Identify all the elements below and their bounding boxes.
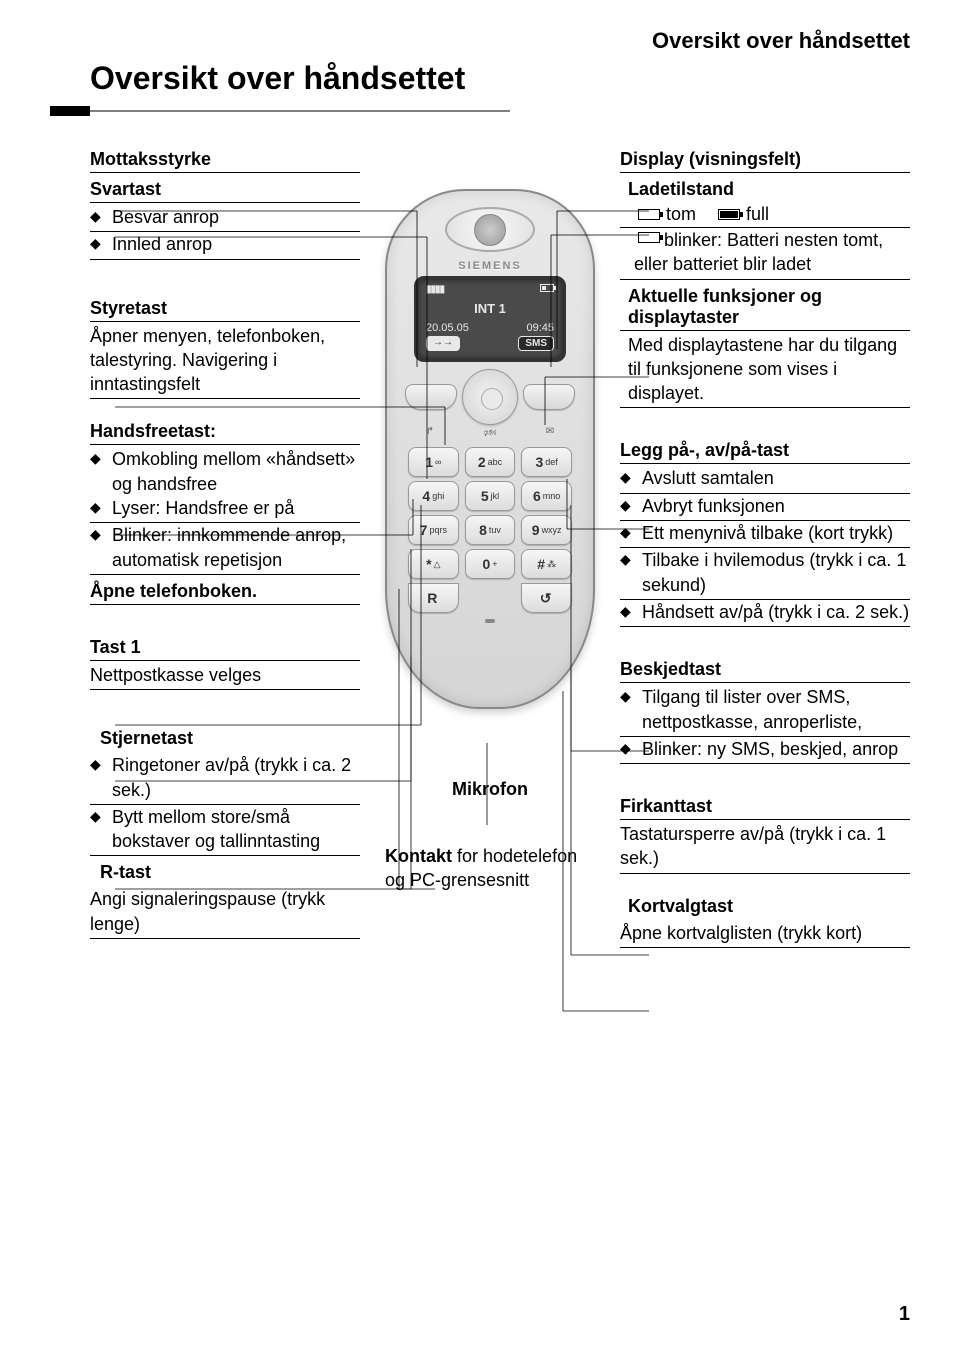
list-item: Håndsett av/på (trykk i ca. 2 sek.): [620, 600, 910, 627]
right-s6-title: Firkanttast: [620, 796, 910, 820]
key-star: *△: [408, 549, 459, 579]
center-column: SIEMENS ▮▮▮▮ INT 1 20.05.05 09:45 →→ SMS: [372, 145, 608, 950]
tom-label: tom: [666, 204, 696, 225]
kontakt-text: Kontakt for hodetelefon og PC-grensesnit…: [385, 844, 595, 893]
left-s3-title: Styretast: [90, 298, 360, 322]
key-redial: ↺: [521, 583, 572, 613]
key-r: R: [408, 583, 459, 613]
left-s3-text: Åpner menyen, telefonboken, talestyring.…: [90, 324, 360, 400]
battery-states: tom full: [620, 204, 910, 228]
key-7: 7pqrs: [408, 515, 459, 545]
screen-date: 20.05.05: [426, 322, 469, 334]
left-column: Mottaksstyrke Svartast Besvar anrop Innl…: [90, 145, 360, 950]
list-item: Bytt mellom store/små bokstaver og talli…: [90, 805, 360, 857]
earpiece-icon: [445, 207, 535, 252]
softkey-right: SMS: [518, 336, 554, 351]
phone-illustration: SIEMENS ▮▮▮▮ INT 1 20.05.05 09:45 →→ SMS: [385, 189, 595, 709]
key-9: 9wxyz: [521, 515, 572, 545]
list-item: Omkobling mellom «håndsett» og handsfree: [90, 447, 360, 496]
battery-empty-icon: [638, 209, 660, 220]
kontakt-title: Kontakt: [385, 846, 452, 866]
key-3: 3def: [521, 447, 572, 477]
left-s8-title: R-tast: [90, 862, 360, 885]
phone-screen: ▮▮▮▮ INT 1 20.05.05 09:45 →→ SMS: [414, 276, 566, 362]
dpad-icon: [462, 369, 518, 425]
nav-foot: ↱ 🕬 ✉: [405, 426, 575, 443]
list-item: Ett menynivå tilbake (kort trykk): [620, 521, 910, 548]
list-item: Blinker: innkommende anrop, automatisk r…: [90, 523, 360, 575]
left-s4-bullets: Omkobling mellom «håndsett» og handsfree…: [90, 447, 360, 574]
list-item: Ringetoner av/på (trykk i ca. 2 sek.): [90, 753, 360, 805]
left-s6-text: Nettpostkasse velges: [90, 663, 360, 690]
right-s3-text: Med displaytastene har du tilgang til fu…: [620, 333, 910, 409]
left-s4-title: Handsfreetast:: [90, 421, 360, 445]
nav-cluster: [405, 368, 575, 426]
key-4: 4ghi: [408, 481, 459, 511]
right-s4-bullets: Avslutt samtalen Avbryt funksjonen Ett m…: [620, 466, 910, 627]
key-5: 5jkl: [465, 481, 516, 511]
left-s2-bullets: Besvar anrop Innled anrop: [90, 205, 360, 260]
page-title: Oversikt over håndsettet: [90, 60, 910, 97]
list-item: Innled anrop: [90, 232, 360, 259]
soft-button-right: [523, 384, 575, 410]
right-s5-title: Beskjedtast: [620, 659, 910, 683]
left-s7-bullets: Ringetoner av/på (trykk i ca. 2 sek.) By…: [90, 753, 360, 856]
brand-label: SIEMENS: [458, 260, 522, 272]
list-item: Lyser: Handsfree er på: [90, 496, 360, 523]
list-item: Avslutt samtalen: [620, 466, 910, 493]
full-label: full: [746, 204, 769, 225]
key-8: 8tuv: [465, 515, 516, 545]
header-right: Oversikt over håndsettet: [652, 28, 910, 54]
talk-icon: ↱: [405, 426, 455, 443]
soft-button-left: [405, 384, 457, 410]
heading-rule: [50, 103, 910, 121]
right-s6-text: Tastatursperre av/på (trykk i ca. 1 sek.…: [620, 822, 910, 874]
speaker-icon: 🕬: [465, 426, 515, 443]
mid-labels: Mikrofon Kontakt for hodetelefon og PC-g…: [372, 779, 608, 893]
left-s2-title: Svartast: [90, 179, 360, 203]
softkey-left: →→: [426, 336, 460, 351]
right-column: Display (visningsfelt) Ladetilstand tom …: [620, 145, 910, 950]
right-s2-title: Ladetilstand: [620, 179, 910, 202]
key-6: 6mno: [521, 481, 572, 511]
list-item: Besvar anrop: [90, 205, 360, 232]
content-row: Mottaksstyrke Svartast Besvar anrop Innl…: [50, 145, 910, 950]
battery-blink-icon: [638, 232, 660, 243]
right-s2-blink: blinker: Batteri nesten tomt, eller batt…: [620, 228, 910, 280]
right-s3-title: Aktuelle funksjoner og displaytaster: [620, 286, 910, 331]
screen-time: 09:45: [526, 322, 554, 334]
right-s4-title: Legg på-, av/på-tast: [620, 440, 910, 464]
left-s1-title: Mottaksstyrke: [90, 149, 360, 173]
list-item: Avbryt funksjonen: [620, 494, 910, 521]
key-0: 0+: [465, 549, 516, 579]
right-s5-bullets: Tilgang til lister over SMS, nettpostkas…: [620, 685, 910, 764]
list-item: Blinker: ny SMS, beskjed, anrop: [620, 737, 910, 764]
right-s7-text: Åpne kortvalglisten (trykk kort): [620, 921, 910, 948]
left-s6-title: Tast 1: [90, 637, 360, 661]
right-s7-title: Kortvalgtast: [620, 896, 910, 919]
key-1: 1∞: [408, 447, 459, 477]
page-number: 1: [899, 1303, 910, 1326]
left-s5-title: Åpne telefonboken.: [90, 581, 360, 605]
msg-icon: ✉: [525, 426, 575, 443]
list-item: Tilgang til lister over SMS, nettpostkas…: [620, 685, 910, 737]
right-s1-title: Display (visningsfelt): [620, 149, 910, 173]
battery-full-icon: [718, 209, 740, 220]
left-s8-text: Angi signaleringspause (trykk lenge): [90, 887, 360, 939]
mic-dot-icon: [485, 619, 495, 623]
battery-icon: [540, 284, 554, 292]
mikrofon-label: Mikrofon: [452, 779, 528, 800]
left-s7-title: Stjernetast: [90, 728, 360, 751]
key-hash: #⁂: [521, 549, 572, 579]
keypad: 1∞ 2abc 3def 4ghi 5jkl 6mno 7pqrs 8tuv 9…: [408, 447, 572, 613]
screen-int: INT 1: [426, 301, 554, 316]
key-2: 2abc: [465, 447, 516, 477]
signal-icon: ▮▮▮▮: [426, 284, 444, 295]
list-item: Tilbake i hvilemodus (trykk i ca. 1 seku…: [620, 548, 910, 600]
